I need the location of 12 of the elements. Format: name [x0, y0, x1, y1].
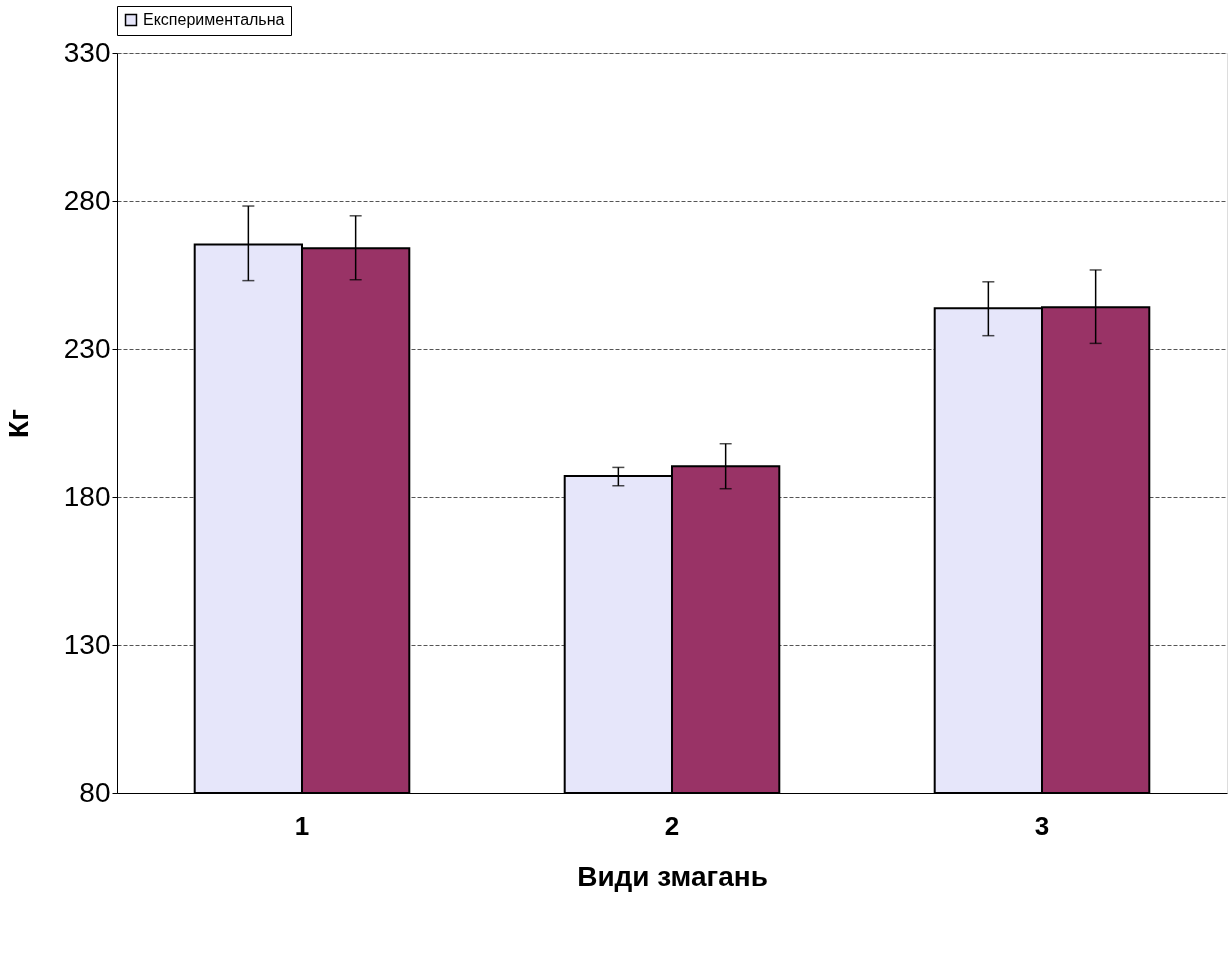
x-tick-label: 1: [294, 810, 310, 841]
x-tick-label: 2: [664, 810, 680, 841]
y-tick-label: 330: [63, 36, 111, 68]
x-axis-title: Види змагань: [577, 860, 768, 892]
legend-label: Експериментальна: [143, 11, 285, 28]
y-tick-label: 180: [63, 480, 111, 512]
y-tick-label: 230: [63, 332, 111, 364]
y-tick-label: 130: [63, 628, 111, 660]
y-axis-title: Кг: [2, 409, 34, 438]
y-tick-label: 280: [63, 184, 111, 216]
x-tick-label: 3: [1034, 810, 1050, 841]
y-tick-label: 80: [79, 776, 111, 808]
